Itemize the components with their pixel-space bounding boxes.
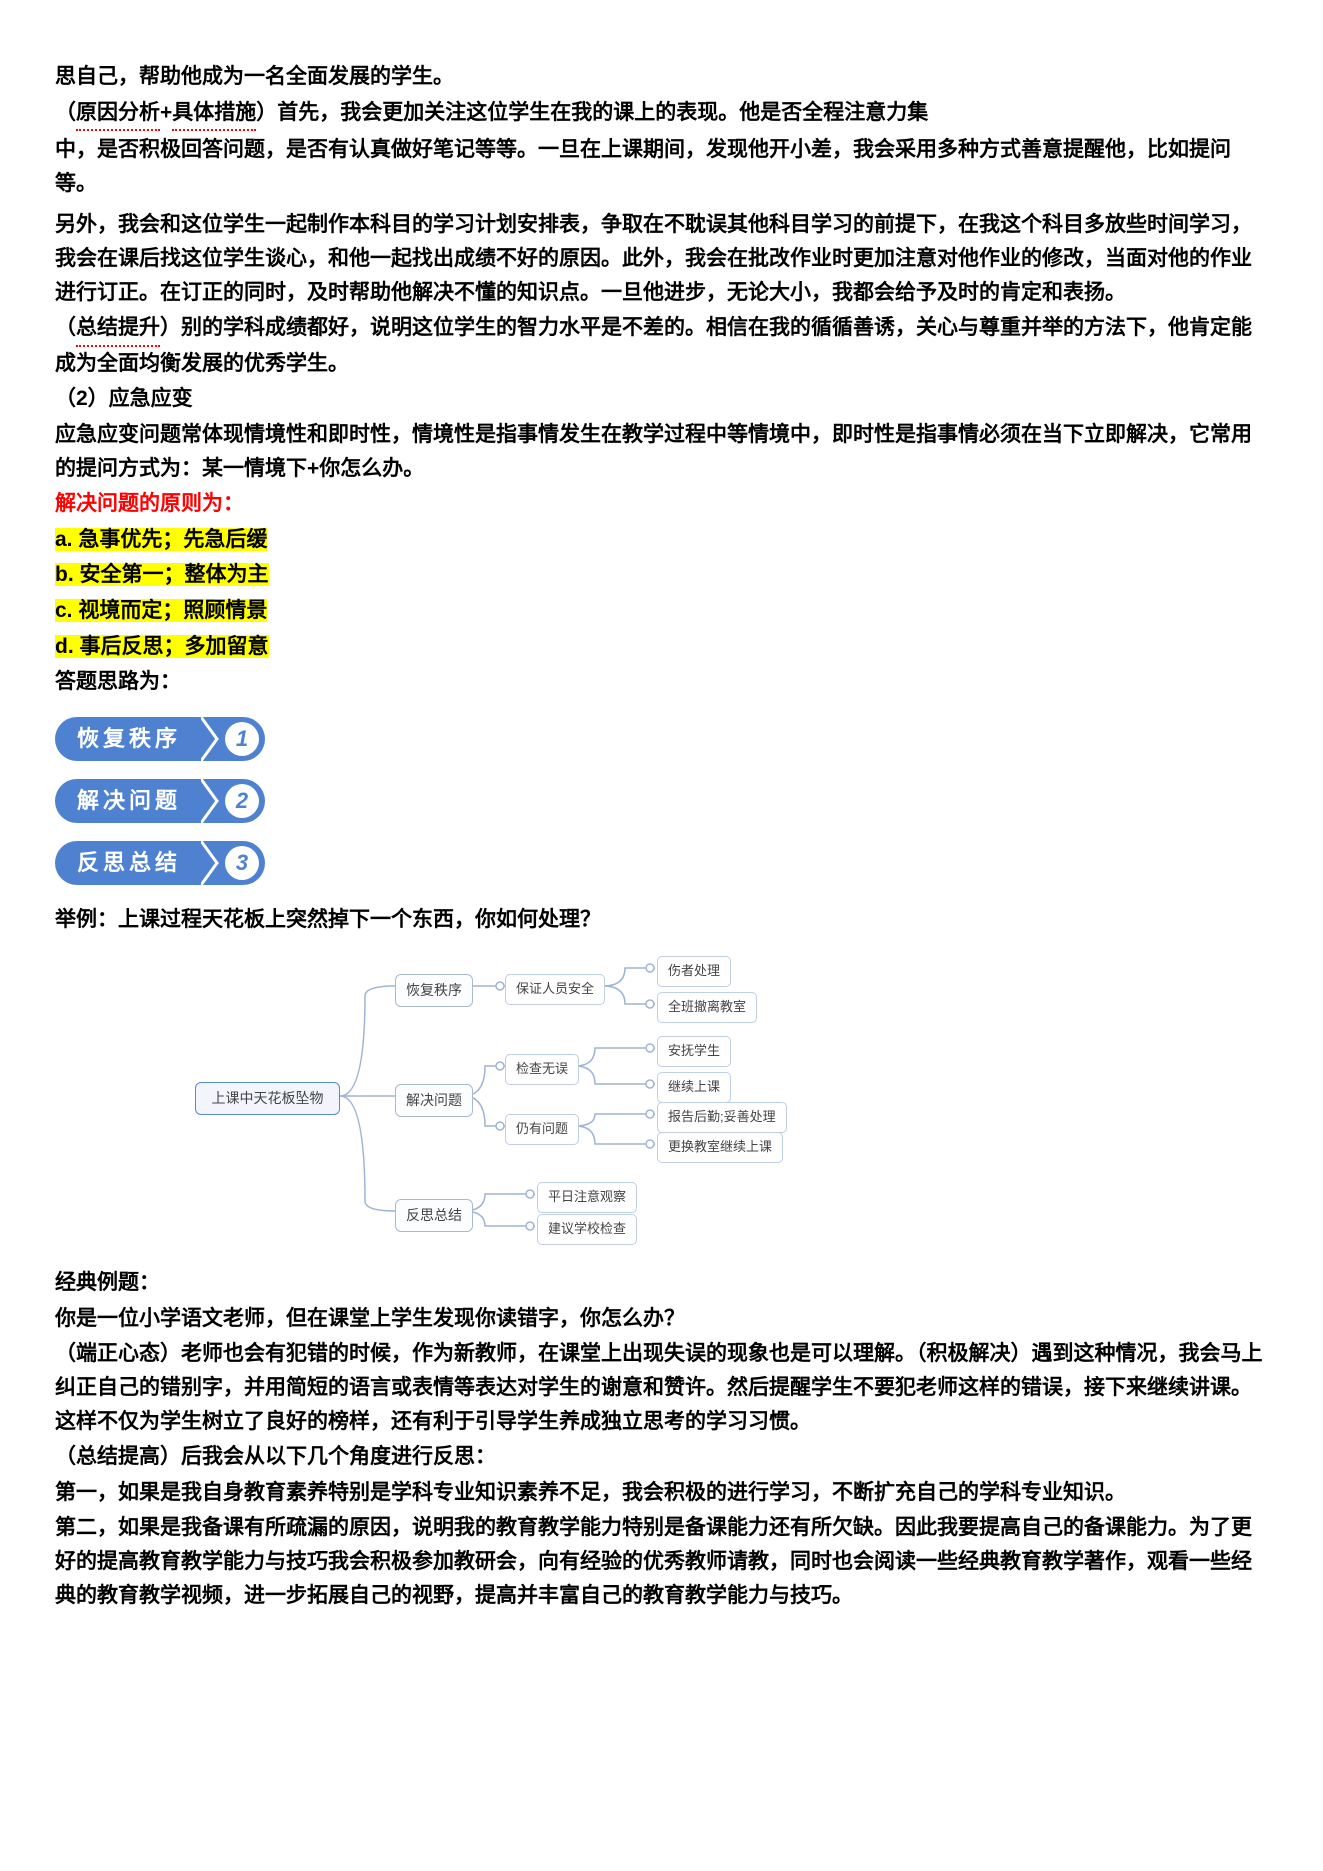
section-2-desc: 应急应变问题常体现情境性和即时性，情境性是指事情发生在教学过程中等情境中，即时性… [55,418,1268,485]
section-2-title: （2）应急应变 [55,382,1268,416]
flowchart-diagram: 上课中天花板坠物 恢复秩序 解决问题 反思总结 保证人员安全 伤者处理 全班撤离… [195,956,955,1236]
step-3: 反思总结 3 [55,841,1268,885]
diagram-leaf: 更换教室继续上课 [657,1132,783,1163]
chevron-icon [201,779,219,823]
underlined-text: 具体措施 [172,96,256,132]
chevron-icon [201,717,219,761]
text: ）别的学科成绩都好，说明这位学生的智力水平是不差的。相信在我的循循善诱，关心与尊… [55,316,1252,375]
highlighted-text: d. 事后反思；多加留意 [55,635,269,658]
principle-a: a. 急事优先；先急后缓 [55,523,1268,557]
intro-line-3: 中，是否积极回答问题，是否有认真做好笔记等等。一旦在上课期间，发现他开小差，我会… [55,133,1268,200]
step-number: 1 [225,722,259,756]
diagram-leaf: 伤者处理 [657,956,731,987]
classic-title: 经典例题： [55,1266,1268,1300]
text: （ [55,101,76,124]
diagram-branch-3: 反思总结 [395,1199,473,1231]
step-label: 反思总结 [77,845,181,880]
highlighted-text: c. 视境而定；照顾情景 [55,599,267,622]
example-label: 举例：上课过程天花板上突然掉下一个东西，你如何处理？ [55,903,1268,937]
diagram-leaf: 建议学校检查 [537,1214,637,1245]
classic-answer-4: 第二，如果是我备课有所疏漏的原因，说明我的教育教学能力特别是备课能力还有所欠缺。… [55,1511,1268,1612]
diagram-mid: 保证人员安全 [505,974,605,1005]
diagram-root: 上课中天花板坠物 [195,1082,340,1114]
diagram-branch-1: 恢复秩序 [395,974,473,1006]
diagram-mid: 检查无误 [505,1054,579,1085]
intro-line-2: （原因分析+具体措施）首先，我会更加关注这位学生在我的课上的表现。他是否全程注意… [55,96,1268,132]
thinking-label: 答题思路为： [55,665,1268,699]
chevron-icon [201,841,219,885]
highlighted-text: a. 急事优先；先急后缓 [55,528,267,551]
step-chip: 恢复秩序 1 [55,717,265,761]
underlined-text: 总结提升 [76,311,160,347]
principle-b: b. 安全第一；整体为主 [55,558,1268,592]
underlined-text: 原因分析 [76,96,160,132]
intro-line-1: 思自己，帮助他成为一名全面发展的学生。 [55,60,1268,94]
classic-answer-1: （端正心态）老师也会有犯错的时候，作为新教师，在课堂上出现失误的现象也是可以理解… [55,1337,1268,1438]
intro-line-5: （总结提升）别的学科成绩都好，说明这位学生的智力水平是不差的。相信在我的循循善诱… [55,311,1268,380]
principle-label: 解决问题的原则为： [55,487,1268,521]
step-1: 恢复秩序 1 [55,717,1268,761]
diagram-mid: 仍有问题 [505,1114,579,1145]
classic-question: 你是一位小学语文老师，但在课堂上学生发现你读错字，你怎么办？ [55,1302,1268,1336]
step-chip: 解决问题 2 [55,779,265,823]
intro-line-4: 另外，我会和这位学生一起制作本科目的学习计划安排表，争取在不耽误其他科目学习的前… [55,208,1268,309]
step-number: 2 [225,784,259,818]
diagram-leaf: 报告后勤;妥善处理 [657,1102,787,1133]
step-2: 解决问题 2 [55,779,1268,823]
step-label: 恢复秩序 [77,721,181,756]
diagram-leaf: 平日注意观察 [537,1182,637,1213]
diagram-leaf: 安抚学生 [657,1036,731,1067]
step-chip: 反思总结 3 [55,841,265,885]
step-label: 解决问题 [77,783,181,818]
text: + [160,101,172,124]
text: （ [55,316,76,339]
diagram-leaf: 全班撤离教室 [657,992,757,1023]
principle-d: d. 事后反思；多加留意 [55,630,1268,664]
diagram-leaf: 继续上课 [657,1072,731,1103]
text: ）首先，我会更加关注这位学生在我的课上的表现。他是否全程注意力集 [256,101,928,124]
classic-answer-2: （总结提高）后我会从以下几个角度进行反思： [55,1440,1268,1474]
diagram-branch-2: 解决问题 [395,1084,473,1116]
principle-c: c. 视境而定；照顾情景 [55,594,1268,628]
classic-answer-3: 第一，如果是我自身教育素养特别是学科专业知识素养不足，我会积极的进行学习，不断扩… [55,1476,1268,1510]
step-number: 3 [225,846,259,880]
highlighted-text: b. 安全第一；整体为主 [55,563,269,586]
